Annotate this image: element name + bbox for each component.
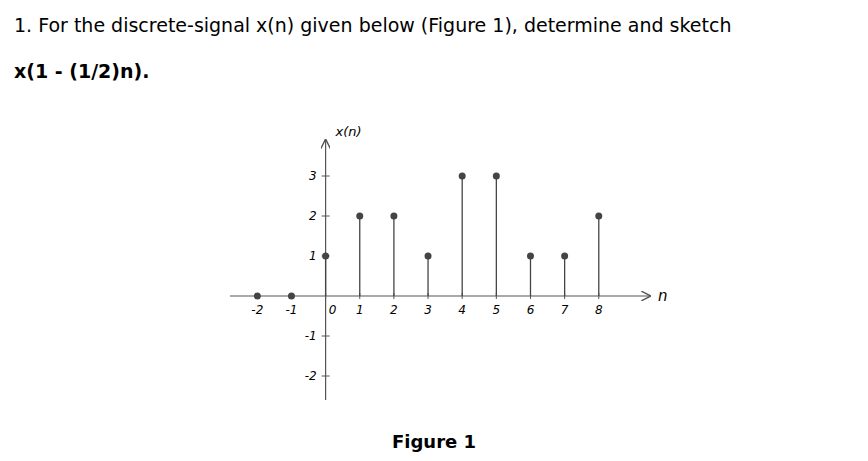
stem-line: [427, 256, 428, 296]
stem-marker: [322, 253, 329, 260]
stem-marker: [288, 293, 295, 300]
stem-marker: [390, 213, 397, 220]
y-tick-label: 2: [309, 209, 317, 223]
stem-line: [393, 216, 394, 296]
stem: [493, 173, 500, 297]
stem-marker: [527, 253, 534, 260]
x-tick-label: -2: [251, 303, 263, 317]
subtitle: x(1 - (1/2)n).: [14, 60, 149, 82]
stem: [561, 253, 568, 297]
stem: [425, 253, 432, 297]
stem: [322, 253, 329, 297]
stem-marker: [425, 253, 432, 260]
stem-line: [496, 176, 497, 296]
stem: [527, 253, 534, 297]
y-axis: [325, 140, 326, 400]
stem: [356, 213, 363, 297]
x-tick-label: -1: [285, 303, 297, 317]
y-tick: [322, 376, 330, 377]
y-axis-label: x(n): [335, 124, 362, 139]
stem-marker: [561, 253, 568, 260]
y-tick: [322, 336, 330, 337]
stem: [288, 293, 295, 300]
x-tick-label: 4: [458, 303, 466, 317]
y-tick: [322, 176, 330, 177]
x-tick-label: 0: [329, 303, 337, 317]
x-tick-label: 2: [390, 303, 398, 317]
x-tick-label: 6: [527, 303, 535, 317]
stem-marker: [493, 173, 500, 180]
y-tick-label: -1: [305, 329, 317, 343]
x-tick-label: 5: [493, 303, 501, 317]
chart: 1. For the discrete-signal x(n) given be…: [0, 0, 868, 461]
stem: [595, 213, 602, 297]
stems: [254, 173, 602, 300]
x-tick-label: 1: [356, 303, 364, 317]
x-axis-label: n: [658, 287, 668, 305]
figure-label: Figure 1: [392, 431, 476, 452]
x-tick-label: 3: [424, 303, 432, 317]
stem-marker: [459, 173, 466, 180]
y-tick-label: -2: [305, 369, 317, 383]
stem: [459, 173, 466, 297]
y-tick: [322, 216, 330, 217]
stem-marker: [254, 293, 261, 300]
stem-line: [462, 176, 463, 296]
stem: [254, 293, 261, 300]
stem-line: [359, 216, 360, 296]
stem-line: [598, 216, 599, 296]
stem-marker: [595, 213, 602, 220]
stem-line: [530, 256, 531, 296]
x-tick-label: 8: [595, 303, 603, 317]
stem-line: [564, 256, 565, 296]
title: 1. For the discrete-signal x(n) given be…: [14, 14, 731, 36]
x-tick-label: 7: [561, 303, 569, 317]
stem-marker: [356, 213, 363, 220]
stem-line: [325, 256, 326, 296]
y-tick-label: 3: [309, 169, 317, 183]
stem: [390, 213, 397, 297]
y-tick-label: 1: [309, 249, 317, 263]
